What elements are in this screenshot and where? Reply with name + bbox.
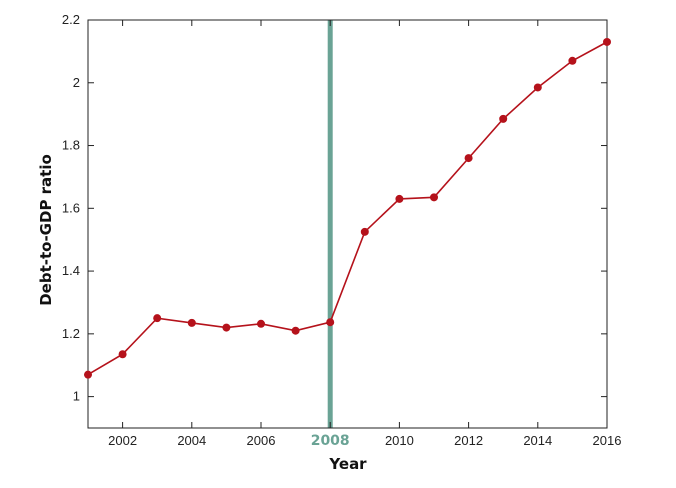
y-tick-label: 2 (73, 75, 80, 90)
data-point (360, 227, 369, 236)
y-tick-label: 1.6 (62, 200, 80, 215)
data-point (395, 194, 404, 203)
data-point (464, 154, 473, 163)
y-tick-label: 2.2 (62, 12, 80, 27)
x-tick-label-highlight: 2008 (311, 433, 350, 449)
y-tick-label: 1.8 (62, 138, 80, 153)
x-tick-label: 2006 (247, 433, 276, 448)
x-tick-label: 2014 (523, 433, 552, 448)
data-point (499, 114, 508, 123)
x-tick-label: 2012 (454, 433, 483, 448)
y-axis-title: Debt-to-GDP ratio (37, 154, 55, 306)
data-point (430, 193, 438, 202)
data-point (568, 56, 577, 65)
data-point (291, 326, 300, 335)
data-point (603, 37, 611, 46)
x-tick-label: 2010 (385, 433, 414, 448)
y-tick-label: 1 (73, 389, 80, 404)
x-tick-label: 2004 (177, 433, 206, 448)
plot-frame (87, 19, 608, 429)
data-point (257, 319, 265, 328)
data-point (118, 350, 127, 359)
data-point (326, 318, 335, 327)
y-tick-label: 1.4 (62, 263, 80, 278)
highlight-year-band (327, 20, 333, 428)
data-point (84, 370, 92, 379)
plot-area: 2002 2004 2006 2008 2010 2012 2014 2016 1 1.2 1.4 1… (62, 12, 622, 449)
x-tick-label: 2002 (108, 433, 137, 448)
y-tick-label: 1.2 (62, 326, 80, 341)
data-point (187, 318, 196, 327)
x-tick-label: 2016 (593, 433, 622, 448)
series-line (87, 41, 608, 376)
x-axis-title: Year (328, 455, 367, 473)
data-point (533, 83, 542, 92)
data-point (153, 314, 162, 323)
data-point (222, 323, 231, 332)
